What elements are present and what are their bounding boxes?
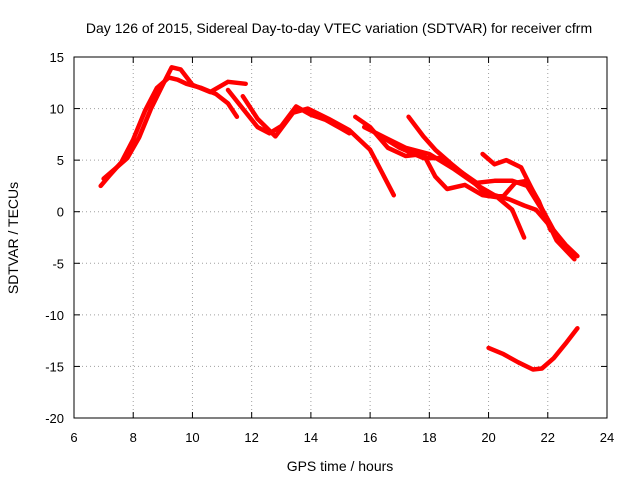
x-tick-label: 24 xyxy=(600,430,614,445)
y-tick-label: -15 xyxy=(45,359,64,374)
x-tick-label: 14 xyxy=(304,430,318,445)
x-tick-label: 22 xyxy=(541,430,555,445)
y-tick-label: -20 xyxy=(45,411,64,426)
y-tick-label: -5 xyxy=(52,256,64,271)
y-tick-label: 15 xyxy=(50,50,64,65)
series-track-10 xyxy=(486,326,580,372)
series-track-9 xyxy=(480,151,580,259)
series-track-8 xyxy=(406,114,553,233)
series xyxy=(98,65,580,372)
series-track-1 xyxy=(98,75,240,189)
chart-title: Day 126 of 2015, Sidereal Day-to-day VTE… xyxy=(86,20,592,36)
x-tick-label: 8 xyxy=(130,430,137,445)
x-tick-label: 10 xyxy=(185,430,199,445)
y-tick-label: -10 xyxy=(45,308,64,323)
y-axis-label: SDTVAR / TECUs xyxy=(5,182,21,294)
y-tick-label: 0 xyxy=(57,205,64,220)
series-track-4 xyxy=(240,93,397,198)
series-track-7 xyxy=(373,131,577,262)
ticks: 6 8 10 12 14 16 18 20 22 24 15 10 5 0 -5 -10 -15 -20 xyxy=(45,50,614,445)
x-tick-label: 16 xyxy=(363,430,377,445)
plot-frame xyxy=(73,56,608,419)
series-track-3 xyxy=(225,87,352,136)
series-track-2 xyxy=(101,65,248,181)
series-track-6 xyxy=(361,124,574,258)
x-axis-label: GPS time / hours xyxy=(287,458,394,474)
x-tick-label: 20 xyxy=(481,430,495,445)
x-tick-label: 18 xyxy=(422,430,436,445)
x-tick-label: 12 xyxy=(244,430,258,445)
y-tick-label: 5 xyxy=(57,153,64,168)
y-tick-label: 10 xyxy=(50,102,64,117)
x-tick-label: 6 xyxy=(70,430,77,445)
series-track-5 xyxy=(353,114,527,240)
grid xyxy=(74,57,607,418)
